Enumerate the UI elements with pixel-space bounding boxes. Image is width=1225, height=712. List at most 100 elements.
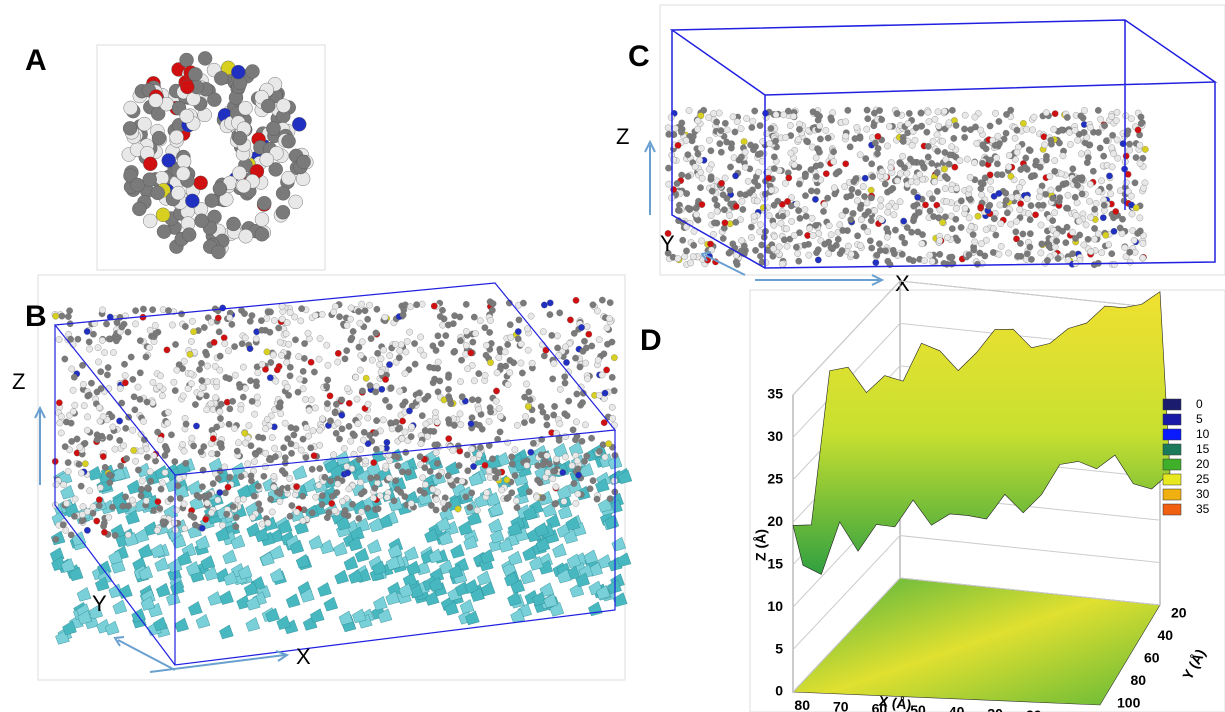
atom: [797, 215, 803, 221]
atom: [171, 379, 177, 385]
atom: [150, 379, 156, 385]
atom: [870, 173, 876, 179]
atom: [405, 469, 411, 475]
atom: [258, 317, 264, 323]
atom: [176, 167, 190, 181]
atom: [135, 384, 141, 390]
atom: [899, 234, 905, 240]
atom: [1128, 116, 1134, 122]
atom: [246, 422, 252, 428]
atom: [1131, 237, 1137, 243]
atom: [796, 258, 802, 264]
atom: [1069, 229, 1075, 235]
atom: [476, 422, 482, 428]
atom: [104, 372, 110, 378]
atom: [549, 376, 555, 382]
atom: [222, 340, 228, 346]
atom: [556, 310, 562, 316]
atom: [1106, 184, 1112, 190]
atom: [123, 121, 137, 135]
atom: [445, 386, 451, 392]
atom: [213, 379, 219, 385]
atom: [722, 120, 728, 126]
atom: [894, 110, 900, 116]
atom: [408, 433, 414, 439]
atom: [802, 173, 808, 179]
atom: [726, 212, 732, 218]
x-tick-label: 30: [987, 705, 1003, 712]
atom: [1095, 129, 1101, 135]
atom: [259, 521, 265, 527]
atom: [270, 352, 276, 358]
atom: [547, 300, 553, 306]
atom: [172, 387, 178, 393]
atom: [975, 213, 981, 219]
atom: [783, 134, 789, 140]
atom: [339, 426, 345, 432]
atom: [266, 456, 272, 462]
atom: [464, 366, 470, 372]
figure: A B Z Y X C Z Y X D 05101520253035807060…: [0, 0, 1225, 712]
atom: [909, 142, 915, 148]
atom: [888, 187, 894, 193]
atom: [86, 488, 92, 494]
atom: [469, 446, 475, 452]
atom: [387, 352, 393, 358]
atom: [309, 510, 315, 516]
atom: [124, 101, 138, 115]
atom: [996, 190, 1002, 196]
atom: [119, 324, 125, 330]
atom: [406, 329, 412, 335]
atom: [665, 125, 671, 131]
atom: [1063, 239, 1069, 245]
atom: [882, 248, 888, 254]
atom: [919, 241, 925, 247]
atom: [435, 333, 441, 339]
atom: [416, 390, 422, 396]
atom: [457, 411, 463, 417]
atom: [1012, 135, 1018, 141]
atom: [1138, 120, 1144, 126]
atom: [1134, 230, 1140, 236]
atom: [934, 131, 940, 137]
legend-swatch: [1163, 399, 1181, 410]
atom: [978, 185, 984, 191]
atom: [262, 450, 268, 456]
atom: [137, 396, 143, 402]
atom: [972, 239, 978, 245]
atom: [125, 532, 131, 538]
legend-label: 0: [1196, 397, 1203, 411]
atom: [1095, 188, 1101, 194]
atom: [437, 313, 443, 319]
axis-label: Z: [12, 369, 25, 394]
atom: [432, 442, 438, 448]
atom: [1093, 200, 1099, 206]
atom: [182, 525, 188, 531]
atom: [435, 359, 441, 365]
atom: [427, 468, 433, 474]
atom: [541, 353, 547, 359]
atom: [420, 475, 426, 481]
atom: [757, 122, 763, 128]
axis-title: X (Å): [878, 693, 913, 712]
atom: [1075, 137, 1081, 143]
atom: [209, 450, 215, 456]
atom: [595, 357, 601, 363]
atom: [954, 185, 960, 191]
atom: [966, 186, 972, 192]
atom: [680, 237, 686, 243]
atom: [342, 507, 348, 513]
atom: [708, 148, 714, 154]
atom: [339, 412, 345, 418]
atom: [493, 398, 499, 404]
atom: [201, 443, 207, 449]
atom: [289, 195, 303, 209]
atom: [179, 441, 185, 447]
atom: [505, 439, 511, 445]
legend-label: 15: [1196, 442, 1210, 456]
atom: [813, 155, 819, 161]
atom: [159, 480, 165, 486]
atom: [171, 186, 185, 200]
atom: [1100, 153, 1106, 159]
atom: [394, 486, 400, 492]
